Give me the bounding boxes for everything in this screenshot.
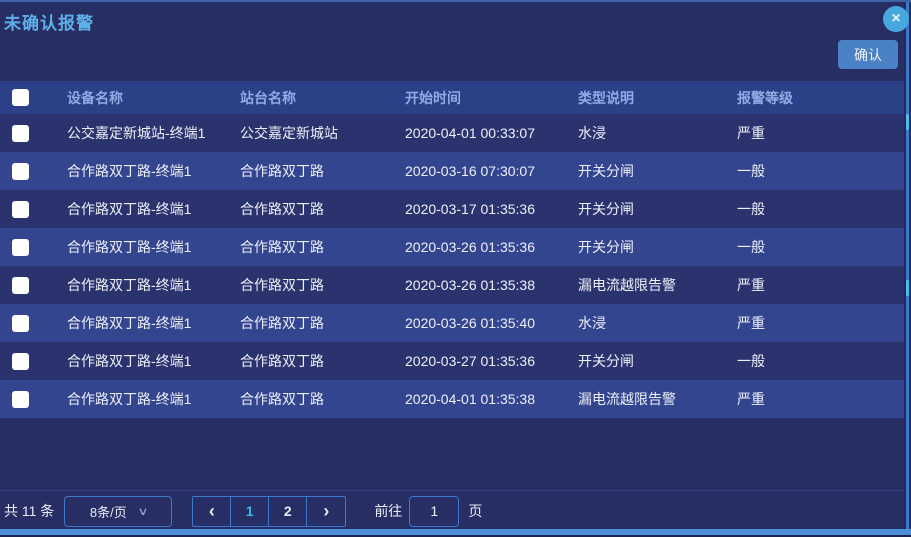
cell-level: 一般 — [737, 239, 765, 255]
table-row: 合作路双丁路-终端1 合作路双丁路 2020-03-26 01:35:38 漏电… — [0, 266, 905, 304]
cell-level: 严重 — [737, 277, 765, 293]
table-row: 合作路双丁路-终端1 合作路双丁路 2020-03-26 01:35:36 开关… — [0, 228, 905, 266]
cell-station: 合作路双丁路 — [240, 277, 324, 293]
cell-station: 合作路双丁路 — [240, 239, 324, 255]
confirm-button[interactable]: 确认 — [838, 40, 898, 69]
total-count-label: 共 11 条 — [4, 503, 55, 519]
table-body: 公交嘉定新城站-终端1 公交嘉定新城站 2020-04-01 00:33:07 … — [0, 114, 905, 418]
select-all-cell — [0, 89, 67, 106]
table-header-row: 设备名称 站台名称 开始时间 类型说明 报警等级 — [0, 81, 905, 114]
cell-type: 开关分闸 — [578, 239, 634, 255]
cell-level: 严重 — [737, 125, 765, 141]
table-row: 合作路双丁路-终端1 合作路双丁路 2020-03-26 01:35:40 水浸… — [0, 304, 905, 342]
table-row: 公交嘉定新城站-终端1 公交嘉定新城站 2020-04-01 00:33:07 … — [0, 114, 905, 152]
row-checkbox[interactable] — [12, 238, 29, 256]
underlying-window-right-edge — [904, 2, 911, 529]
pager: ‹ 1 2 › — [192, 495, 347, 527]
cell-type: 开关分闸 — [578, 201, 634, 217]
prev-page-button[interactable]: ‹ — [193, 496, 232, 526]
cell-device: 合作路双丁路-终端1 — [67, 391, 192, 407]
cell-type: 开关分闸 — [578, 163, 634, 179]
cell-device: 合作路双丁路-终端1 — [67, 315, 192, 331]
next-icon: › — [323, 500, 330, 521]
goto-label: 前往 — [374, 503, 403, 519]
cell-type: 漏电流越限告警 — [578, 277, 676, 293]
cell-station: 公交嘉定新城站 — [240, 125, 338, 141]
cell-device: 公交嘉定新城站-终端1 — [67, 125, 206, 141]
pagination-bar: 共 11 条 8条/页 ∨ ‹ 1 2 › 前往 页 — [0, 490, 904, 531]
close-icon-glyph: × — [891, 10, 901, 27]
cell-station: 合作路双丁路 — [240, 353, 324, 369]
scrollbar-thumb[interactable] — [906, 280, 909, 296]
page-button-1[interactable]: 1 — [231, 496, 270, 526]
cell-start-time: 2020-04-01 00:33:07 — [405, 125, 535, 141]
cell-type: 开关分闸 — [578, 353, 634, 369]
cell-device: 合作路双丁路-终端1 — [67, 163, 192, 179]
cell-type: 水浸 — [578, 315, 606, 331]
dialog-title: 未确认报警 — [4, 14, 94, 33]
cell-start-time: 2020-03-26 01:35:38 — [405, 277, 535, 293]
cell-level: 一般 — [737, 201, 765, 217]
cell-level: 一般 — [737, 353, 765, 369]
cell-station: 合作路双丁路 — [240, 315, 324, 331]
row-checkbox[interactable] — [12, 124, 29, 142]
confirm-button-label: 确认 — [854, 46, 882, 63]
row-checkbox[interactable] — [12, 200, 29, 218]
table-row: 合作路双丁路-终端1 合作路双丁路 2020-03-17 01:35:36 开关… — [0, 190, 905, 228]
cell-start-time: 2020-03-17 01:35:36 — [405, 201, 535, 217]
cell-start-time: 2020-03-26 01:35:36 — [405, 239, 535, 255]
row-checkbox[interactable] — [12, 276, 29, 294]
scrollbar-thumb[interactable] — [906, 114, 909, 130]
page-button-2[interactable]: 2 — [269, 496, 308, 526]
cell-station: 合作路双丁路 — [240, 163, 324, 179]
alarm-table: 设备名称 站台名称 开始时间 类型说明 报警等级 公交嘉定新城站-终端1 公交嘉… — [0, 81, 905, 418]
cell-station: 合作路双丁路 — [240, 201, 324, 217]
cell-level: 严重 — [737, 391, 765, 407]
cell-device: 合作路双丁路-终端1 — [67, 239, 192, 255]
cell-device: 合作路双丁路-终端1 — [67, 353, 192, 369]
cell-station: 合作路双丁路 — [240, 391, 324, 407]
prev-icon: ‹ — [208, 500, 215, 521]
goto-page-input[interactable] — [409, 495, 460, 527]
cell-device: 合作路双丁路-终端1 — [67, 277, 192, 293]
row-checkbox[interactable] — [12, 352, 29, 370]
table-row: 合作路双丁路-终端1 合作路双丁路 2020-03-27 01:35:36 开关… — [0, 342, 905, 380]
page-unit-label: 页 — [468, 503, 483, 519]
column-header-level: 报警等级 — [737, 89, 793, 106]
cell-start-time: 2020-03-27 01:35:36 — [405, 353, 535, 369]
column-header-device: 设备名称 — [67, 89, 123, 106]
row-checkbox[interactable] — [12, 390, 29, 408]
chevron-down-icon: ∨ — [137, 505, 149, 518]
next-page-button[interactable]: › — [307, 497, 345, 526]
cell-level: 一般 — [737, 163, 765, 179]
cell-type: 水浸 — [578, 125, 606, 141]
row-checkbox[interactable] — [12, 314, 29, 332]
column-header-start-time: 开始时间 — [405, 89, 461, 106]
table-row: 合作路双丁路-终端1 合作路双丁路 2020-03-16 07:30:07 开关… — [0, 152, 905, 190]
page-size-value: 8条/页 — [89, 504, 127, 520]
window-bottom-shadow — [0, 535, 911, 537]
cell-start-time: 2020-03-16 07:30:07 — [405, 163, 535, 179]
cell-start-time: 2020-04-01 01:35:38 — [405, 391, 535, 407]
cell-device: 合作路双丁路-终端1 — [67, 201, 192, 217]
close-icon[interactable]: × — [883, 6, 909, 32]
underlying-window-bottom-edge — [0, 529, 911, 535]
cell-level: 严重 — [737, 315, 765, 331]
select-all-checkbox[interactable] — [12, 89, 29, 106]
cell-type: 漏电流越限告警 — [578, 391, 676, 407]
row-checkbox[interactable] — [12, 162, 29, 180]
column-header-station: 站台名称 — [240, 89, 296, 106]
cell-start-time: 2020-03-26 01:35:40 — [405, 315, 535, 331]
table-row: 合作路双丁路-终端1 合作路双丁路 2020-04-01 01:35:38 漏电… — [0, 380, 905, 418]
column-header-type: 类型说明 — [578, 89, 634, 106]
page-size-select[interactable]: 8条/页 ∨ — [64, 495, 173, 527]
